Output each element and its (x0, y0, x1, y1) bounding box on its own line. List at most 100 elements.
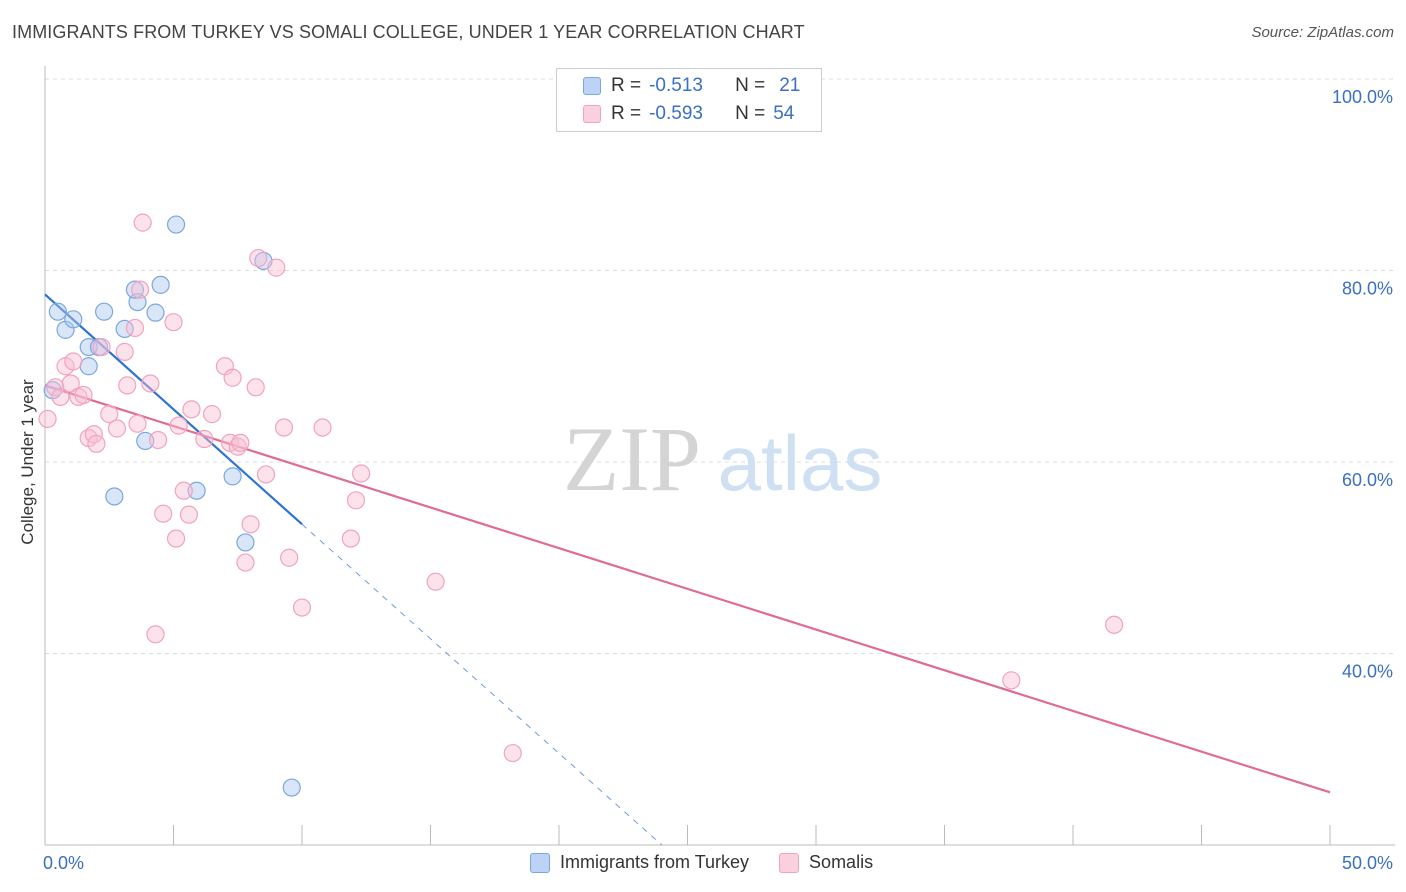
point-somalis (182, 400, 201, 419)
point-somalis (146, 625, 165, 644)
point-somalis (133, 213, 152, 232)
point-somalis (51, 387, 70, 406)
point-somalis (64, 352, 83, 371)
point-somalis (166, 529, 186, 548)
point-somalis (267, 258, 286, 277)
point-somalis (141, 374, 160, 393)
point-somalis (1105, 615, 1124, 634)
point-somalis (174, 481, 193, 500)
series-legend: Immigrants from Turkey Somalis (530, 852, 903, 873)
point-somalis (87, 434, 106, 453)
point-somalis (236, 553, 255, 572)
legend-item-turkey: Immigrants from Turkey (530, 852, 749, 873)
point-somalis (38, 409, 57, 429)
point-somalis (280, 548, 299, 567)
axes (44, 66, 1395, 846)
somalis-swatch (583, 105, 601, 123)
watermark-zip: ZIP (563, 408, 701, 510)
point-turkey (105, 487, 124, 506)
legend-r-label: R = (611, 75, 642, 96)
point-somalis (118, 376, 137, 395)
legend-n-label: N = (735, 75, 766, 96)
point-somalis (115, 342, 134, 361)
point-somalis (195, 429, 214, 449)
point-turkey (223, 467, 242, 486)
turkey-swatch (583, 77, 601, 95)
point-somalis (107, 419, 127, 438)
somalis-legend-swatch (779, 852, 800, 873)
tick-labels: 100.0% 80.0% 60.0% 40.0% 0.0% 50.0% (43, 87, 1393, 873)
turkey-legend-swatch (530, 852, 550, 873)
point-turkey (125, 280, 145, 299)
point-turkey (282, 778, 301, 797)
point-somalis (169, 416, 188, 435)
stats-legend: R = -0.513 N = 21 R = -0.593 N = 54 (556, 68, 822, 132)
y-tick-label: 80.0% (1342, 279, 1393, 299)
point-somalis (346, 491, 366, 510)
point-somalis (148, 430, 168, 450)
point-somalis (256, 465, 276, 484)
legend-r-value: -0.593 (649, 103, 703, 124)
point-turkey (166, 215, 186, 234)
point-turkey (151, 275, 170, 294)
point-turkey (146, 303, 165, 322)
point-somalis (130, 280, 150, 299)
trend-extension-turkey (301, 523, 663, 846)
point-somalis (274, 418, 294, 437)
point-somalis (231, 433, 250, 452)
point-somalis (202, 405, 222, 424)
x-tick-label-start: 0.0% (43, 853, 84, 873)
point-somalis (1002, 671, 1021, 690)
point-somalis (125, 318, 145, 338)
point-somalis (292, 598, 312, 617)
legend-n-label: N = (735, 103, 766, 124)
point-turkey (187, 481, 206, 500)
trend-line-turkey (44, 293, 303, 526)
point-turkey (48, 302, 67, 321)
point-somalis (179, 505, 199, 524)
legend-label-turkey: Immigrants from Turkey (560, 852, 750, 872)
point-somalis (128, 414, 147, 433)
point-somalis (61, 374, 80, 393)
point-somalis (154, 504, 173, 523)
point-somalis (241, 515, 260, 534)
chart-title: IMMIGRANTS FROM TURKEY VS SOMALI COLLEGE… (12, 22, 805, 42)
y-axis-label: College, Under 1 year (18, 379, 37, 545)
point-somalis (249, 248, 268, 268)
point-somalis (313, 418, 332, 437)
point-somalis (74, 385, 93, 405)
trend-line-somalis (44, 384, 1331, 794)
point-somalis (503, 743, 522, 763)
point-somalis (164, 313, 183, 332)
point-turkey (136, 431, 155, 451)
legend-n-value: 54 (773, 103, 795, 124)
y-tick-label: 40.0% (1342, 662, 1393, 682)
point-somalis (100, 405, 119, 424)
legend-r-label: R = (611, 103, 642, 124)
x-tick-label-end: 50.0% (1342, 853, 1393, 873)
point-somalis (352, 464, 371, 483)
point-turkey (95, 302, 114, 321)
y-tick-label: 60.0% (1342, 470, 1393, 490)
data-points (38, 213, 1124, 797)
point-turkey (79, 357, 98, 376)
point-turkey (236, 533, 255, 552)
legend-item-somalis: Somalis (779, 852, 873, 873)
watermark-atlas: atlas (718, 419, 883, 507)
point-somalis (246, 378, 265, 397)
y-tick-label: 100.0% (1332, 87, 1393, 107)
watermark: ZIP atlas (563, 408, 882, 510)
point-somalis (223, 368, 242, 387)
source-label: Source: ZipAtlas.com (1251, 24, 1394, 41)
legend-row-somalis: R = -0.593 N = 54 (583, 103, 794, 125)
point-somalis (92, 338, 111, 357)
point-somalis (46, 378, 65, 397)
point-turkey (64, 310, 83, 329)
point-somalis (341, 529, 360, 548)
legend-n-value: 21 (779, 75, 801, 96)
trend-lines (44, 293, 1331, 846)
legend-label-somalis: Somalis (809, 852, 874, 872)
point-turkey (79, 338, 98, 357)
legend-row-turkey: R = -0.513 N = 21 (583, 75, 800, 97)
